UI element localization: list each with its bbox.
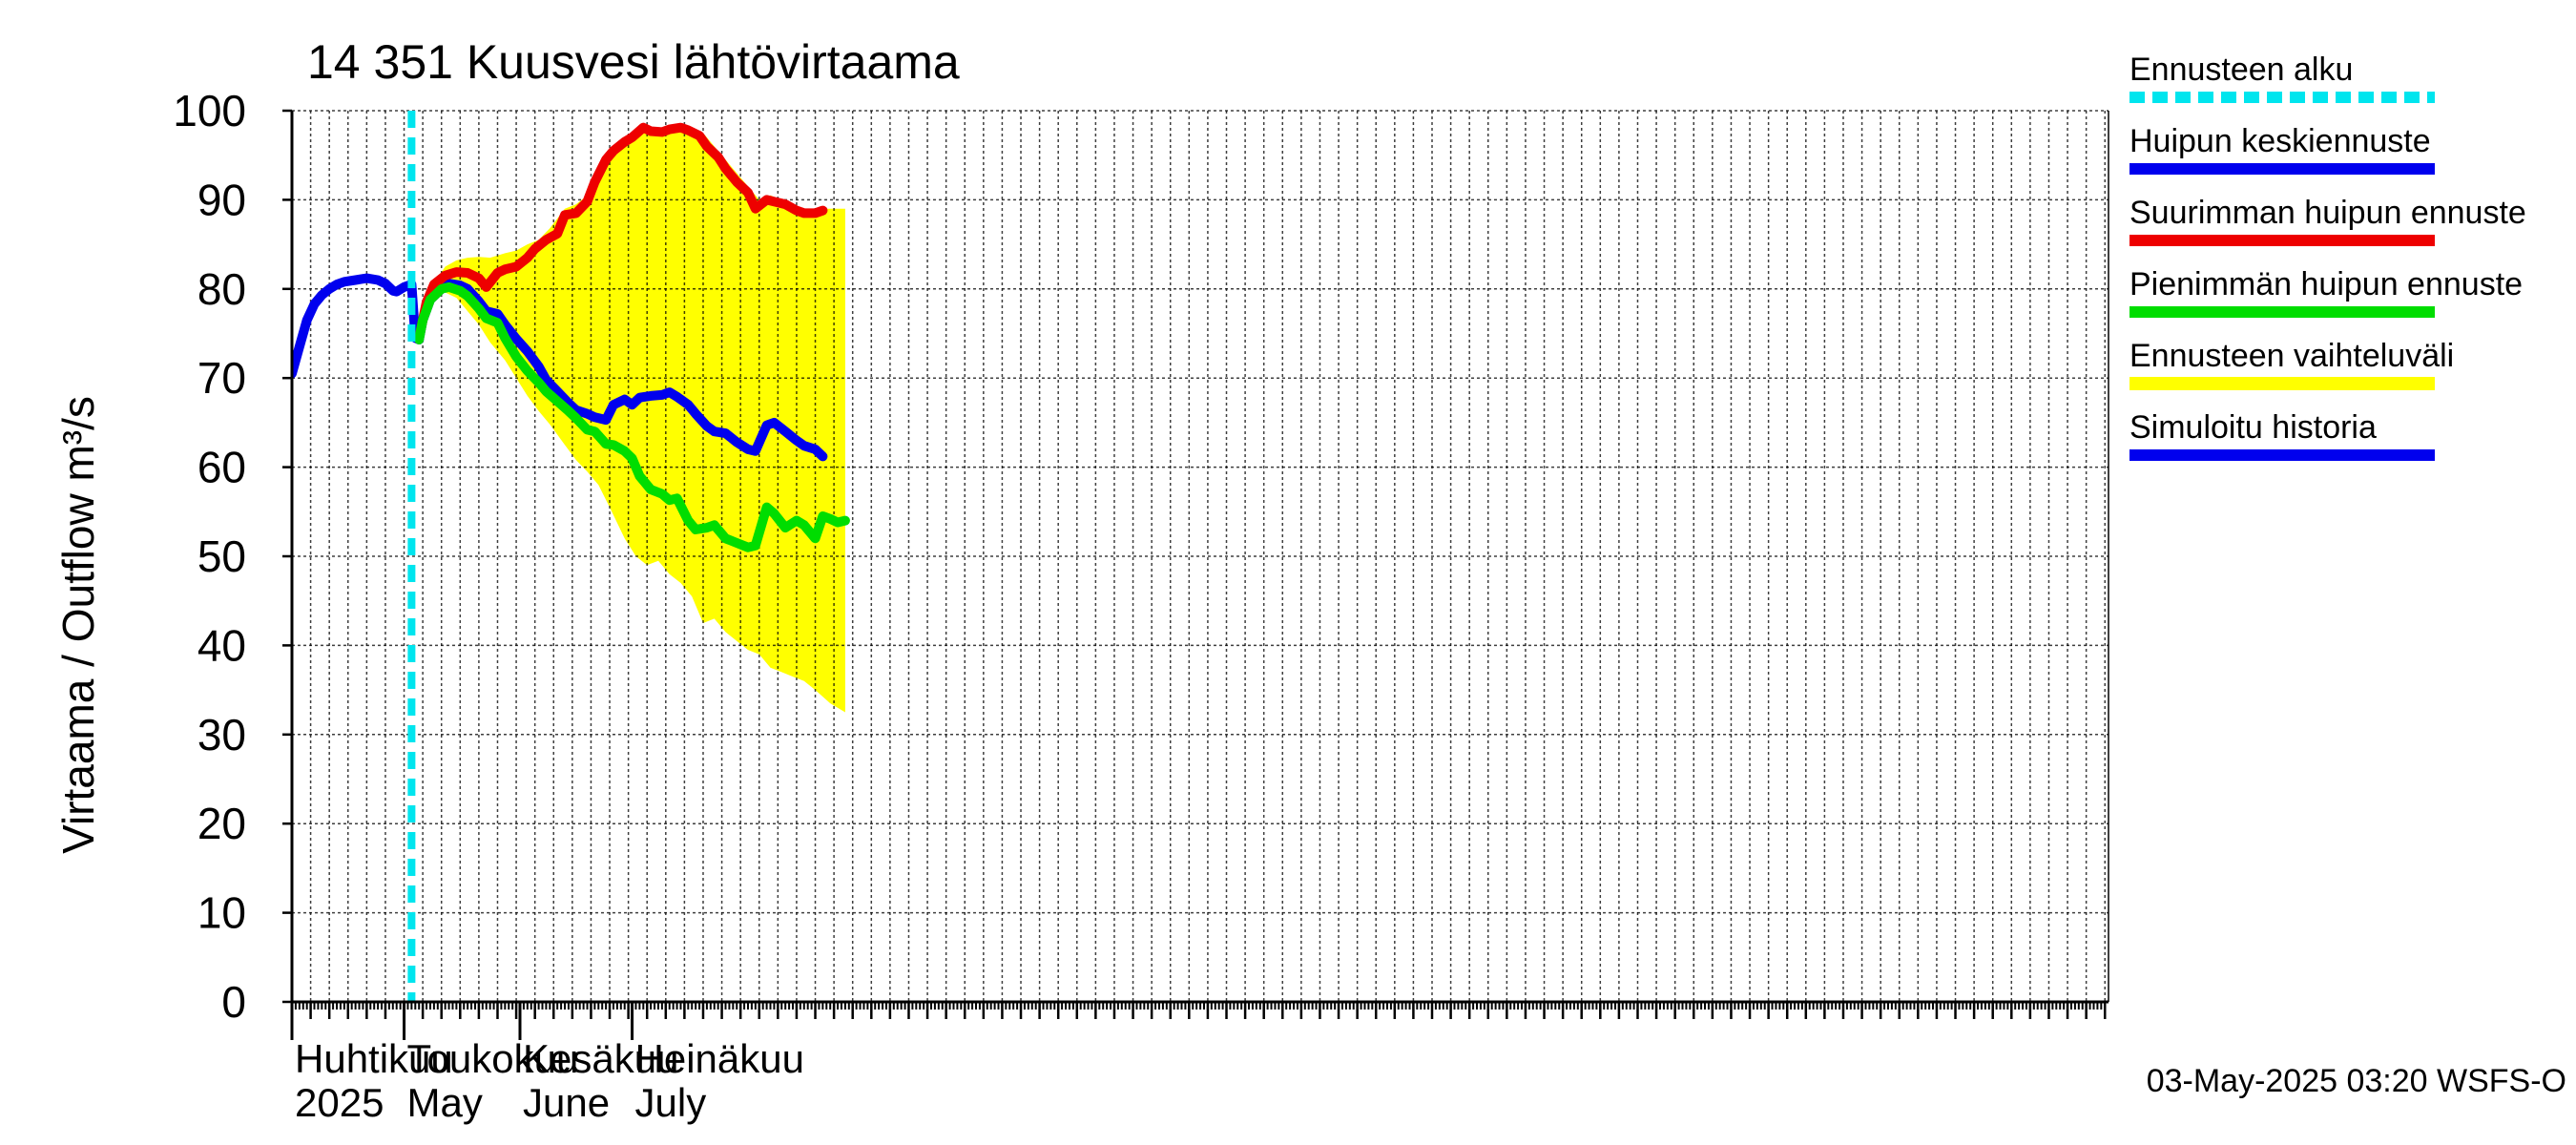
x-month-sublabel: July <box>635 1080 707 1125</box>
y-tick-label: 70 <box>197 353 246 403</box>
x-month-label: Toukokuu <box>407 1036 579 1081</box>
y-tick-label: 0 <box>221 977 246 1027</box>
y-tick-label: 50 <box>197 531 246 581</box>
timestamp-footer: 03-May-2025 03:20 WSFS-O <box>2147 1063 2566 1099</box>
y-axis-label: Virtaama / Outflow m³/s <box>53 396 103 854</box>
x-month-label: Kesäkuu <box>523 1036 678 1081</box>
legend-label: Ennusteen vaihteluväli <box>2129 338 2454 374</box>
x-month-sublabel: May <box>407 1080 483 1125</box>
legend-label: Suurimman huipun ennuste <box>2129 195 2526 231</box>
x-month-label: Huhtikuu <box>295 1036 453 1081</box>
legend-label: Huipun keskiennuste <box>2129 123 2431 159</box>
x-month-label: Heinäkuu <box>635 1036 804 1081</box>
series-line <box>414 281 850 552</box>
y-tick-label: 30 <box>197 710 246 760</box>
x-month-sublabel: June <box>523 1080 610 1125</box>
forecast-band <box>419 125 845 713</box>
y-tick-label: 20 <box>197 799 246 848</box>
series-line <box>292 273 425 379</box>
series-layer <box>292 111 850 1002</box>
series-line <box>414 122 828 344</box>
y-tick-label: 10 <box>197 888 246 938</box>
legend: Ennusteen alku Huipun keskiennuste Suurimm… <box>2129 52 2526 461</box>
y-tick-label: 60 <box>197 443 246 492</box>
y-tick-label: 100 <box>173 86 246 135</box>
y-tick-label: 90 <box>197 175 246 224</box>
chart-title: 14 351 Kuusvesi lähtövirtaama <box>307 35 960 89</box>
legend-label: Pienimmän huipun ennuste <box>2129 266 2523 302</box>
legend-label: Simuloitu historia <box>2129 409 2377 446</box>
y-tick-label: 80 <box>197 264 246 314</box>
y-tick-label: 40 <box>197 620 246 670</box>
legend-label: Ennusteen alku <box>2129 52 2353 88</box>
forecast-band-layer <box>419 125 845 713</box>
x-month-sublabel: 2025 <box>295 1080 384 1125</box>
